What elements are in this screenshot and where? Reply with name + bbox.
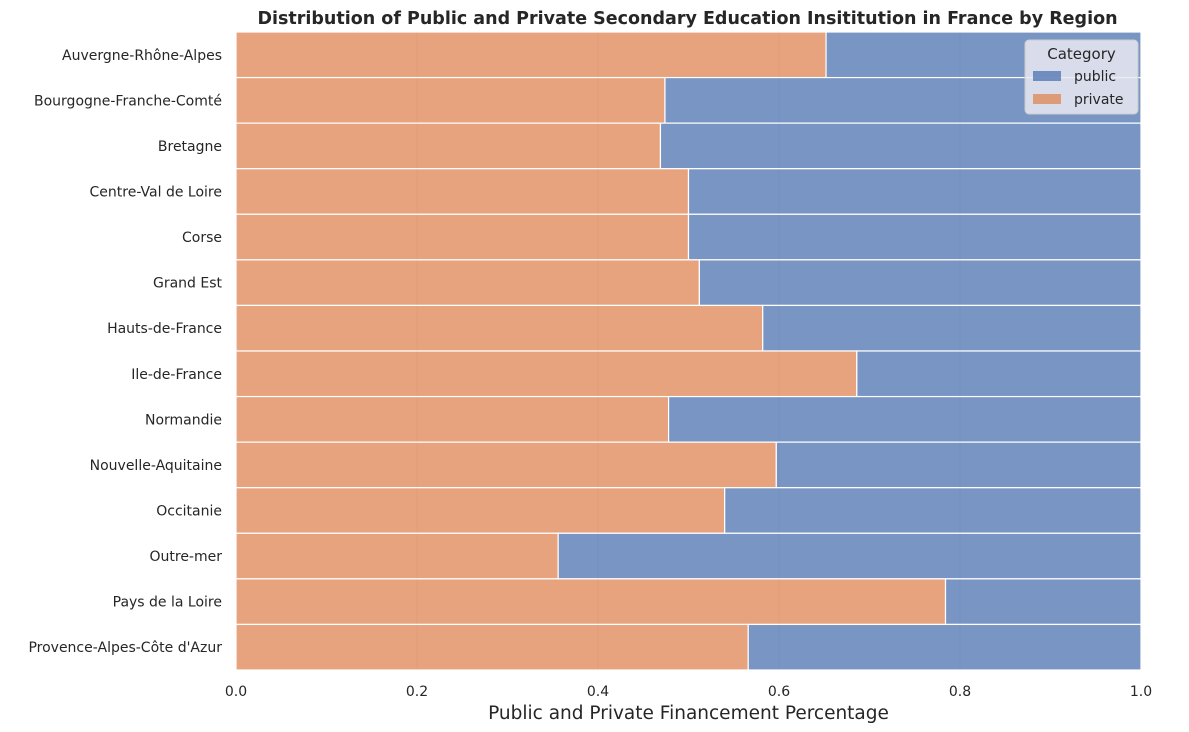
bar-private (235, 31, 827, 79)
bar-public (687, 168, 1142, 215)
legend-label-private: private (1074, 92, 1124, 108)
legend-swatch-public (1033, 71, 1061, 81)
chart-title: Distribution of Public and Private Secon… (257, 9, 1117, 29)
bar-private (235, 395, 670, 443)
y-tick-label: Bretagne (158, 139, 222, 155)
bar-private (235, 441, 777, 489)
bar-public (762, 304, 1142, 352)
bar-public (724, 487, 1142, 534)
x-tick-label: 1.0 (1130, 684, 1152, 700)
bar-public (698, 259, 1142, 307)
x-tick-label: 0.0 (225, 684, 247, 700)
bar-public (747, 623, 1142, 671)
bar-public (667, 395, 1142, 443)
y-tick-label: Corse (182, 230, 222, 246)
bar-private (235, 213, 690, 261)
legend-entries: public private (1033, 69, 1124, 108)
bar-private (235, 623, 749, 671)
legend: Category public private (1024, 39, 1139, 115)
y-tick-label: Auvergne-Rhône-Alpes (62, 48, 222, 64)
y-tick-label: Normandie (145, 412, 222, 428)
y-tick-label: Outre-mer (149, 549, 222, 565)
y-tick-label: Nouvelle-Aquitaine (90, 458, 222, 474)
legend-title: Category (1047, 45, 1116, 63)
y-axis-ticks: Auvergne-Rhône-Alpes Bourgogne-Franche-Co… (28, 48, 222, 656)
x-axis-label: Public and Private Financement Percentag… (488, 703, 889, 724)
y-tick-label: Occitanie (156, 504, 222, 520)
bar-private (235, 304, 764, 352)
legend-label-public: public (1074, 69, 1116, 85)
bar-private (235, 487, 726, 534)
bar-public (944, 578, 1142, 626)
x-tick-label: 0.8 (949, 684, 971, 700)
y-tick-label: Bourgogne-Franche-Comté (34, 93, 222, 109)
x-axis-ticks: 0.0 0.2 0.4 0.6 0.8 1.0 (225, 684, 1152, 700)
y-tick-label: Provence-Alpes-Côte d'Azur (28, 640, 222, 656)
bar-private (235, 122, 662, 170)
bars (235, 31, 1142, 671)
bar-private (235, 259, 700, 307)
bar-private (235, 578, 947, 626)
bar-public (659, 122, 1142, 170)
y-tick-label: Grand Est (153, 276, 223, 292)
bar-public (775, 441, 1142, 489)
bar-private (235, 532, 559, 580)
y-tick-label: Hauts-de-France (107, 321, 222, 337)
y-tick-label: Ile-de-France (131, 367, 222, 383)
x-tick-label: 0.4 (587, 684, 609, 700)
bar-public (557, 532, 1142, 580)
x-tick-label: 0.2 (406, 684, 428, 700)
bar-private (235, 350, 858, 398)
bar-private (235, 76, 666, 124)
bar-private (235, 168, 690, 215)
y-tick-label: Pays de la Loire (113, 595, 222, 611)
bar-public (687, 213, 1142, 261)
legend-swatch-private (1033, 94, 1061, 104)
bar-public (856, 350, 1142, 398)
x-tick-label: 0.6 (768, 684, 790, 700)
y-tick-label: Centre-Val de Loire (90, 185, 222, 201)
